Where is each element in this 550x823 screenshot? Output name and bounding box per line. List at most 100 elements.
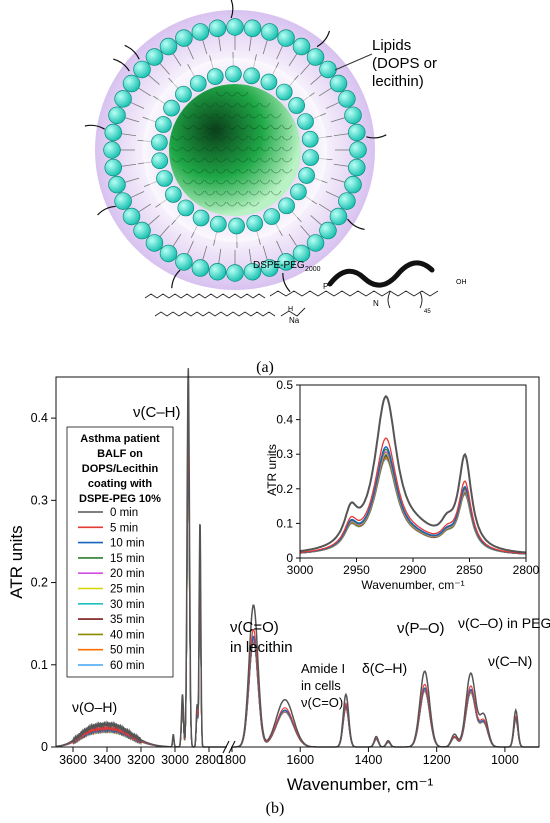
lipid-tail: [288, 52, 299, 67]
lipid-tail: [129, 191, 145, 199]
core-scale: [237, 91, 249, 97]
core-scale: [215, 91, 227, 97]
lipid-headgroup: [159, 37, 178, 56]
main-plot-frame: [55, 376, 540, 748]
repeat-count-label: 45: [424, 309, 431, 315]
lipid-headgroup: [301, 130, 319, 148]
callout-text-1: Lipids: [372, 37, 411, 54]
core-scale: [226, 168, 238, 174]
hydroxyl-label: OH: [456, 279, 467, 286]
core-scale: [226, 201, 238, 207]
core-scale: [226, 91, 238, 97]
lipid-tail: [310, 73, 323, 85]
legend-box: [66, 426, 174, 678]
x-tick-label: 2800: [195, 753, 223, 767]
liposome-illustration: Lipids (DOPS or lecithin) DSPE-PEG 2000 …: [84, 0, 467, 376]
inset-x-tick-label: 2800: [513, 563, 540, 577]
core-scale: [237, 102, 249, 108]
lipid-headgroup: [163, 99, 180, 117]
lipid-headgroup: [191, 23, 210, 41]
core-scale: [226, 113, 238, 119]
lipid-tail: [171, 52, 182, 67]
lipid-tail: [147, 215, 160, 227]
lipid-headgroup: [175, 29, 193, 47]
core-scale: [248, 135, 260, 141]
core-scale: [193, 146, 205, 152]
lipid-headgroup: [260, 23, 279, 41]
lipid-headgroup: [288, 97, 305, 114]
lipid-tail: [262, 38, 269, 55]
lipid-tail: [201, 245, 208, 262]
callout-text-2: (DOPS or: [372, 55, 437, 72]
core-scale: [204, 168, 216, 174]
core-scale: [215, 113, 227, 119]
peg-chain: [84, 124, 105, 130]
lipid-headgroup: [175, 253, 193, 271]
core-scale: [237, 168, 249, 174]
inset-x-tick-label: 2950: [343, 563, 370, 577]
annotation-amide-2: in cells: [301, 678, 341, 693]
inset-series-line: [299, 394, 527, 554]
lipid-tail: [171, 233, 182, 248]
lipid-headgroup: [349, 141, 367, 159]
inset-y-tick-label: 0.3: [276, 447, 293, 461]
core-scale: [204, 102, 216, 108]
lipid-headgroup: [246, 215, 264, 232]
alkyl-chain-upper: [144, 293, 266, 299]
peg-chain: [316, 30, 331, 48]
core-scale: [182, 179, 194, 185]
core-scale: [248, 201, 260, 207]
legend-label: 40 min: [110, 629, 145, 641]
lipid-headgroup: [344, 106, 362, 125]
lipid-headgroup: [156, 170, 173, 187]
lipid-headgroup: [225, 65, 242, 83]
lipid-headgroup: [292, 37, 311, 56]
core-scale: [259, 113, 271, 119]
lipid-headgroup: [298, 167, 315, 184]
core-scale: [226, 102, 238, 108]
lipid-headgroup: [290, 183, 307, 201]
legend-label: 25 min: [110, 584, 145, 596]
y-tick-label: 0.1: [31, 658, 48, 672]
lipid-headgroup: [133, 60, 151, 79]
inset-y-tick-label: 0: [286, 551, 293, 565]
panel-b-label: (b): [266, 800, 285, 817]
core-scale: [270, 179, 282, 185]
core-scale: [215, 157, 227, 163]
lipid-headgroup: [114, 90, 132, 108]
core-scale: [248, 168, 260, 174]
core-scale: [237, 113, 249, 119]
legend-label: 15 min: [110, 553, 145, 565]
annotation-cn: ν(C–N): [488, 653, 532, 669]
core-texture: [171, 91, 293, 207]
lipid-tail: [288, 233, 299, 248]
lipid-tail: [120, 133, 137, 137]
annotation-oh: ν(O–H): [72, 699, 117, 715]
core-scale: [204, 135, 216, 141]
lipid-headgroup: [347, 123, 366, 142]
y-tick-label: 0.3: [31, 493, 48, 507]
core-scale: [281, 135, 293, 141]
lipid-headgroup: [208, 262, 227, 281]
core-scale: [182, 135, 194, 141]
core-scale: [248, 102, 260, 108]
core-scale: [270, 124, 282, 130]
lipid-headgroup: [206, 68, 224, 85]
core-scale: [270, 190, 282, 196]
lipid-tail: [248, 248, 252, 265]
inset-axes: 3000 2950 2900 2850 2800 0 0.1 0.2 0.3 0.4 0.5: [276, 378, 539, 577]
legend-label: 30 min: [110, 599, 145, 611]
peg-chain: [113, 58, 130, 72]
lipid-headgroup: [151, 152, 169, 170]
core-scale: [237, 179, 249, 185]
ester-link: [280, 307, 306, 317]
lipid-tail: [218, 35, 222, 52]
core-scale: [259, 157, 271, 163]
lipid-headgroup: [104, 158, 123, 177]
core-scale: [215, 102, 227, 108]
core-scale: [215, 168, 227, 174]
lipid-headgroup: [329, 207, 348, 226]
lipid-headgroup: [165, 186, 182, 203]
annotation-po: ν(P–O): [397, 620, 445, 637]
